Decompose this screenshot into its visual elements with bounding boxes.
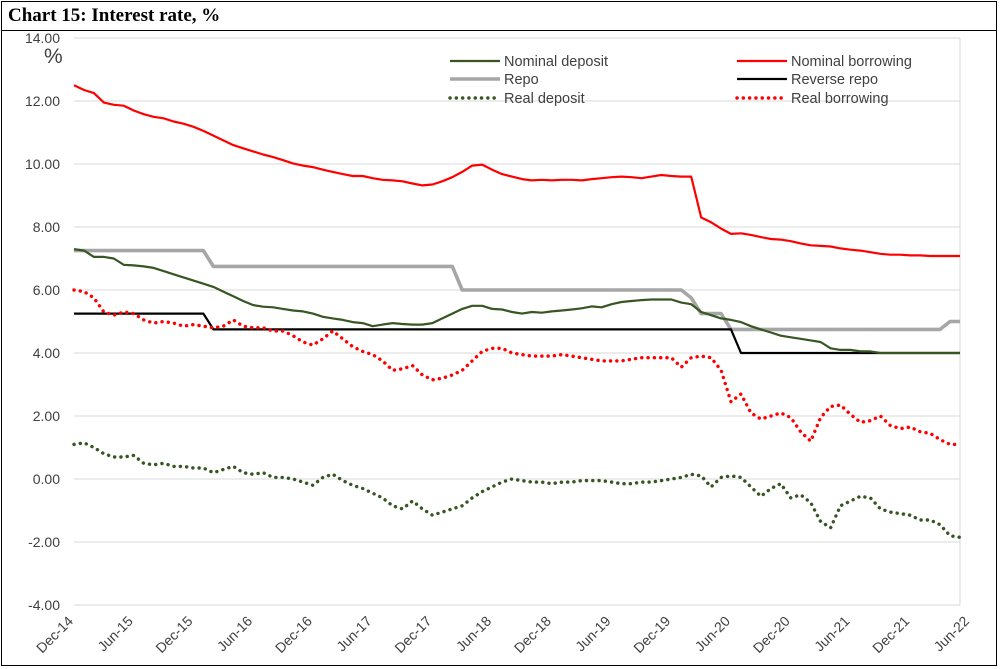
y-tick-label: 6.00 <box>33 282 60 298</box>
legend-label: Real borrowing <box>791 91 889 107</box>
legend-label: Nominal borrowing <box>791 54 912 70</box>
x-tick-label: Jun-22 <box>930 613 972 655</box>
y-tick-label: 2.00 <box>33 408 60 424</box>
x-tick-label: Dec-15 <box>152 613 195 656</box>
x-tick-label: Dec-18 <box>511 613 554 656</box>
x-tick-label: Dec-17 <box>391 613 434 656</box>
legend-label: Reverse repo <box>791 72 878 88</box>
gridlines <box>74 37 961 606</box>
y-tick-label: 4.00 <box>33 345 60 361</box>
y-tick-label: 12.00 <box>25 93 60 109</box>
legend-label: Real deposit <box>504 91 585 107</box>
x-tick-label: Dec-20 <box>750 613 793 656</box>
y-axis-ticks: 14.00 12.00 10.00 8.00 6.00 4.00 2.00 0.00 -2.00… <box>25 30 60 613</box>
series-line-real-borrowing <box>72 288 962 447</box>
legend-label: Repo <box>504 72 539 88</box>
y-tick-label: 8.00 <box>33 219 60 235</box>
x-axis-ticks: Dec-14 Jun-15 Dec-15 Jun-16 Dec-16 Jun-17 Dec-… <box>33 613 972 656</box>
x-tick-label: Jun-18 <box>453 613 495 655</box>
x-tick-label: Jun-16 <box>214 613 256 655</box>
series-line-repo <box>74 248 960 332</box>
x-tick-label: Dec-19 <box>630 613 673 656</box>
x-tick-label: Dec-16 <box>272 613 315 656</box>
y-tick-label: 10.00 <box>25 156 60 172</box>
x-tick-label: Jun-20 <box>692 613 734 655</box>
y-tick-label: -4.00 <box>28 597 60 613</box>
y-tick-label: -2.00 <box>28 534 60 550</box>
x-tick-label: Dec-21 <box>869 613 912 656</box>
y-axis-unit: % <box>44 45 63 68</box>
series-lines <box>72 84 962 539</box>
y-tick-label: 14.00 <box>25 30 60 46</box>
x-tick-label: Jun-19 <box>572 613 614 655</box>
legend: Nominal deposit Nominal borrowing Repo Reve… <box>448 54 912 107</box>
y-tick-label: 0.00 <box>33 471 60 487</box>
series-line-reverse-repo <box>74 312 960 355</box>
series-line-real-deposit <box>72 441 962 539</box>
x-tick-label: Jun-21 <box>811 613 853 655</box>
chart-title: Chart 15: Interest rate, % <box>8 5 221 26</box>
x-tick-label: Jun-15 <box>94 613 136 655</box>
series-line-nominal-borrowing <box>73 84 960 258</box>
series-line-nominal-deposit <box>73 248 960 355</box>
legend-label: Nominal deposit <box>504 54 608 70</box>
x-tick-label: Dec-14 <box>33 613 76 656</box>
x-tick-label: Jun-17 <box>333 613 375 655</box>
title-divider <box>2 30 996 31</box>
